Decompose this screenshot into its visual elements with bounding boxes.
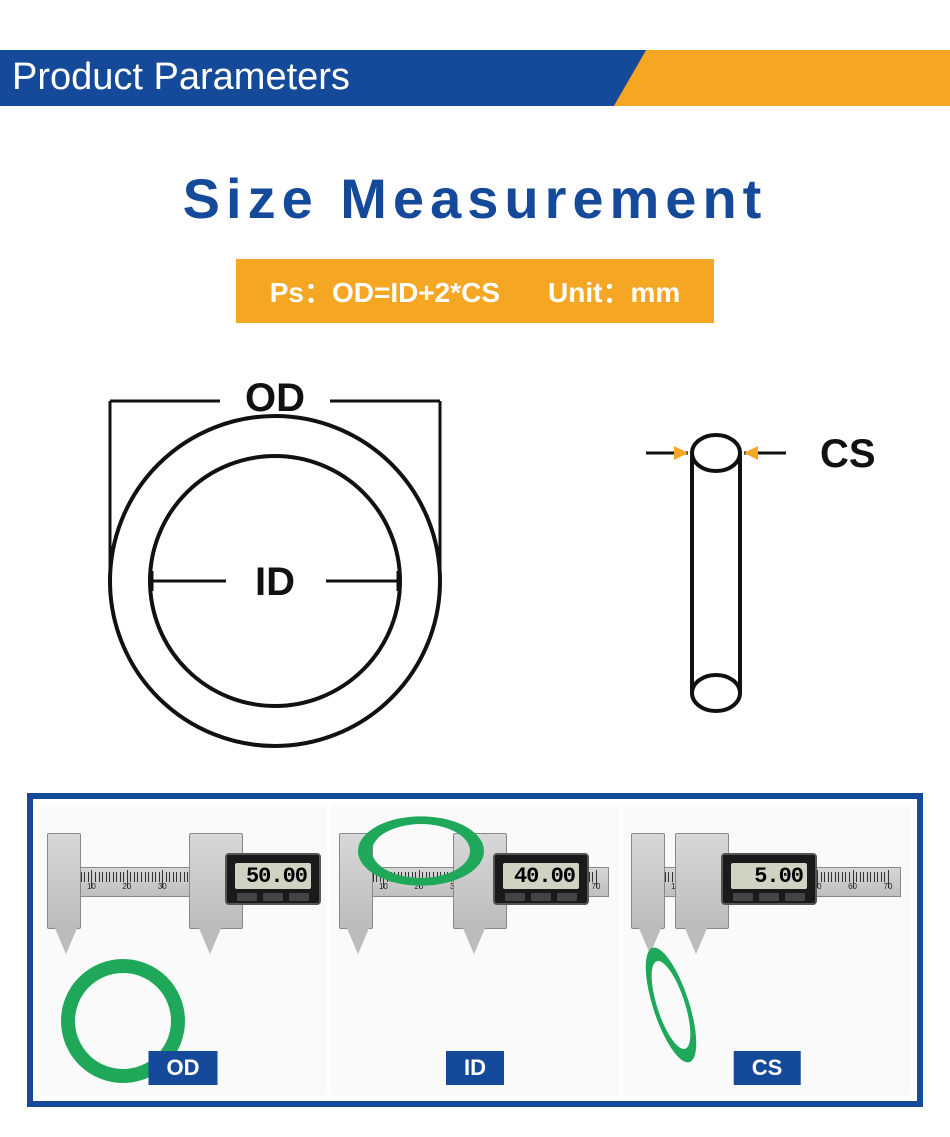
formula-prefix: Ps： bbox=[270, 277, 332, 308]
banner-title: Product Parameters bbox=[12, 50, 350, 104]
measurement-tag: ID bbox=[446, 1051, 504, 1085]
caliper-fixed-jaw bbox=[631, 833, 665, 929]
oring-sample bbox=[635, 942, 706, 1067]
measurement-tag: OD bbox=[149, 1051, 218, 1085]
caliper-lcd: 50.00 bbox=[225, 853, 321, 905]
formula-equation: OD=ID+2*CS bbox=[332, 277, 500, 308]
caliper-cell-id: 01020304050607040.00ID bbox=[331, 805, 619, 1095]
lcd-reading: 50.00 bbox=[235, 863, 311, 889]
od-label-svg: OD bbox=[245, 376, 305, 420]
lcd-reading: 5.00 bbox=[731, 863, 807, 889]
lcd-reading: 40.00 bbox=[503, 863, 579, 889]
content-area: Size Measurement Ps：OD=ID+2*CS Unit：mm OD bbox=[0, 106, 950, 753]
id-label-svg: ID bbox=[255, 560, 295, 604]
caliper-panel: 01020304050607050.00OD01020304050607040.… bbox=[27, 793, 923, 1107]
formula-bar: Ps：OD=ID+2*CS Unit：mm bbox=[236, 259, 715, 323]
unit-label: Unit： bbox=[548, 277, 630, 308]
measurement-tag: CS bbox=[734, 1051, 801, 1085]
oring-diagram: OD ID bbox=[60, 353, 890, 753]
caliper-fixed-jaw bbox=[47, 833, 81, 929]
caliper-cell-cs: 0102030405060705.00 CS bbox=[623, 805, 911, 1095]
cs-label-svg: CS bbox=[820, 432, 876, 476]
caliper-cell-od: 01020304050607050.00 OD bbox=[39, 805, 327, 1095]
size-measurement-heading: Size Measurement bbox=[60, 166, 890, 231]
caliper-lcd: 40.00 bbox=[493, 853, 589, 905]
caliper-body: 01020304050607050.00 bbox=[49, 827, 317, 937]
section-banner: Product Parameters bbox=[0, 50, 950, 106]
caliper-body: 0102030405060705.00 bbox=[633, 827, 901, 937]
caliper-lcd: 5.00 bbox=[721, 853, 817, 905]
unit-value: mm bbox=[630, 277, 680, 308]
diagram-svg: OD ID bbox=[60, 353, 890, 753]
oring-sample bbox=[358, 816, 484, 885]
